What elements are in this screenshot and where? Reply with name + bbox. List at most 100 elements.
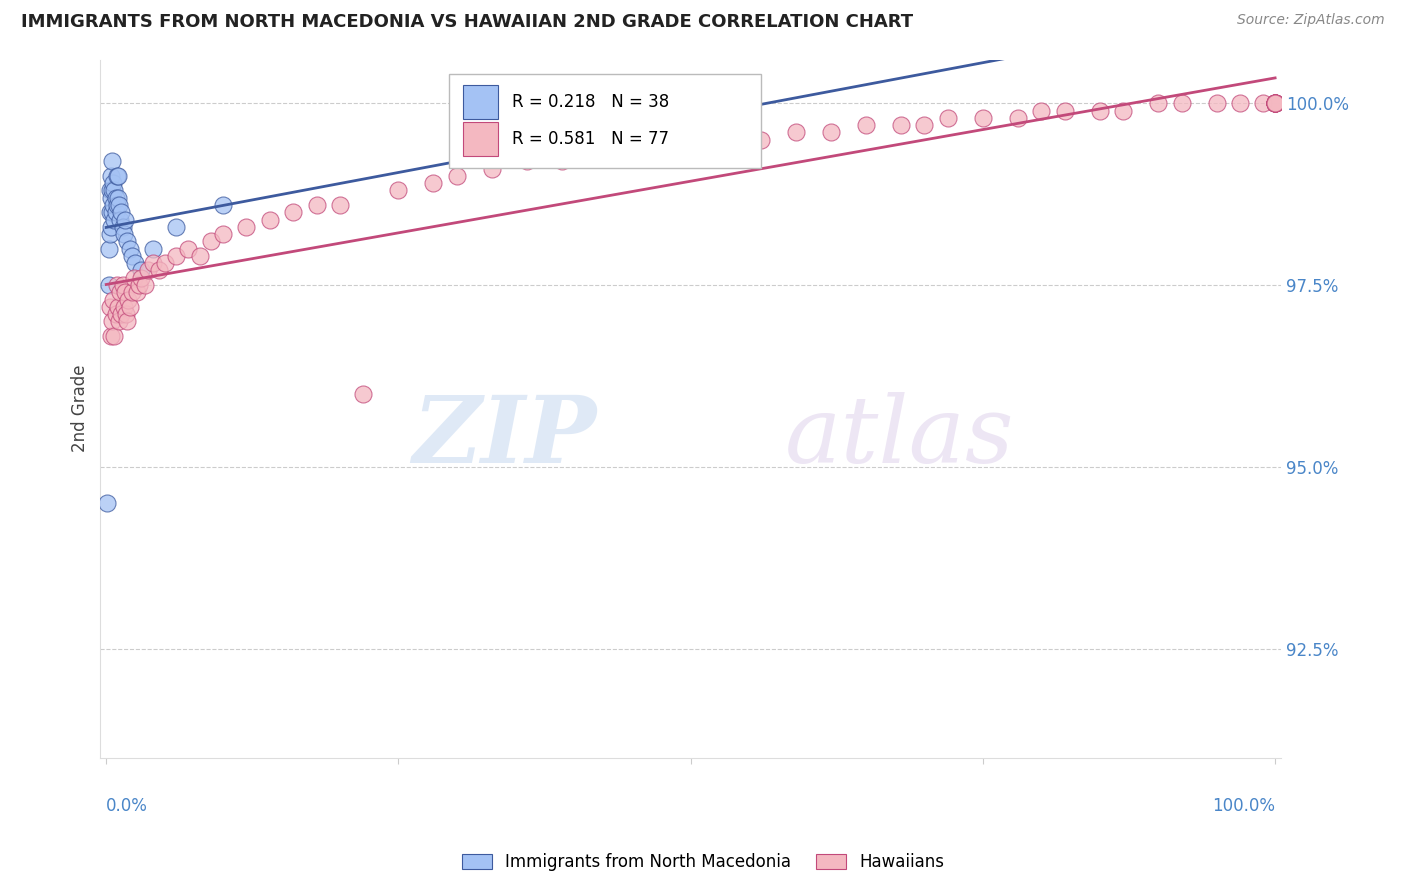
Point — [714, 132, 737, 146]
Point — [1147, 96, 1170, 111]
Point — [551, 154, 574, 169]
Point — [103, 184, 125, 198]
Point — [212, 227, 235, 241]
Point — [107, 169, 129, 183]
Point — [108, 198, 131, 212]
Point — [936, 111, 959, 125]
Point — [98, 184, 121, 198]
Point — [1007, 111, 1029, 125]
Point — [1112, 103, 1135, 118]
Point — [165, 219, 187, 234]
Point — [115, 314, 138, 328]
FancyBboxPatch shape — [449, 73, 762, 168]
Text: IMMIGRANTS FROM NORTH MACEDONIA VS HAWAIIAN 2ND GRADE CORRELATION CHART: IMMIGRANTS FROM NORTH MACEDONIA VS HAWAI… — [21, 13, 914, 31]
Point — [134, 278, 156, 293]
Point — [235, 219, 257, 234]
Point — [1264, 96, 1286, 111]
Point — [100, 169, 122, 183]
Point — [1264, 96, 1286, 111]
Point — [283, 205, 305, 219]
Point — [125, 285, 148, 300]
Point — [103, 212, 125, 227]
Point — [98, 300, 121, 314]
Text: ZIP: ZIP — [412, 392, 596, 482]
Point — [785, 125, 807, 139]
Point — [481, 161, 503, 176]
Point — [101, 184, 124, 198]
Point — [890, 118, 912, 132]
Text: 100.0%: 100.0% — [1212, 797, 1275, 814]
Text: R = 0.581   N = 77: R = 0.581 N = 77 — [512, 130, 669, 148]
Point — [108, 314, 131, 328]
Point — [148, 263, 170, 277]
FancyBboxPatch shape — [463, 122, 498, 156]
Point — [105, 278, 128, 293]
Point — [1264, 96, 1286, 111]
Point — [177, 242, 200, 256]
Point — [118, 242, 141, 256]
Point — [621, 111, 644, 125]
Point — [110, 307, 132, 321]
Text: R = 0.218   N = 38: R = 0.218 N = 38 — [512, 93, 669, 112]
Point — [259, 212, 281, 227]
Point — [122, 270, 145, 285]
Point — [98, 205, 121, 219]
Point — [972, 111, 994, 125]
Point — [1229, 96, 1251, 111]
Point — [1264, 96, 1286, 111]
Point — [855, 118, 877, 132]
Point — [101, 154, 124, 169]
Text: 0.0%: 0.0% — [107, 797, 148, 814]
Point — [422, 176, 444, 190]
Point — [1205, 96, 1227, 111]
Point — [97, 278, 120, 293]
Point — [128, 278, 150, 293]
Point — [153, 256, 176, 270]
Point — [586, 147, 609, 161]
Point — [621, 147, 644, 161]
Point — [1264, 96, 1286, 111]
Point — [105, 169, 128, 183]
Point — [97, 242, 120, 256]
Point — [1264, 96, 1286, 111]
Point — [1031, 103, 1053, 118]
Point — [329, 198, 352, 212]
Point — [100, 219, 122, 234]
Point — [98, 227, 121, 241]
Point — [115, 307, 138, 321]
Point — [110, 285, 132, 300]
Point — [749, 132, 772, 146]
Point — [352, 387, 374, 401]
Point — [212, 198, 235, 212]
Point — [121, 249, 143, 263]
Point — [101, 314, 124, 328]
Point — [657, 140, 679, 154]
Point — [136, 263, 159, 277]
Point — [114, 285, 136, 300]
Point — [118, 300, 141, 314]
Point — [103, 176, 125, 190]
Point — [200, 235, 222, 249]
Point — [516, 154, 538, 169]
Point — [129, 270, 152, 285]
Point — [1053, 103, 1076, 118]
Point — [1088, 103, 1111, 118]
Point — [1264, 96, 1286, 111]
FancyBboxPatch shape — [463, 86, 498, 119]
Point — [96, 496, 118, 510]
Point — [124, 256, 146, 270]
Point — [1170, 96, 1192, 111]
Point — [387, 184, 409, 198]
Point — [100, 329, 122, 343]
Point — [107, 300, 129, 314]
Point — [105, 198, 128, 212]
Point — [820, 125, 842, 139]
Text: atlas: atlas — [785, 392, 1015, 482]
Point — [446, 169, 468, 183]
Point — [100, 191, 122, 205]
Y-axis label: 2nd Grade: 2nd Grade — [72, 365, 89, 452]
Point — [103, 329, 125, 343]
Legend: Immigrants from North Macedonia, Hawaiians: Immigrants from North Macedonia, Hawaiia… — [453, 845, 953, 880]
Point — [1264, 96, 1286, 111]
Point — [117, 293, 139, 307]
